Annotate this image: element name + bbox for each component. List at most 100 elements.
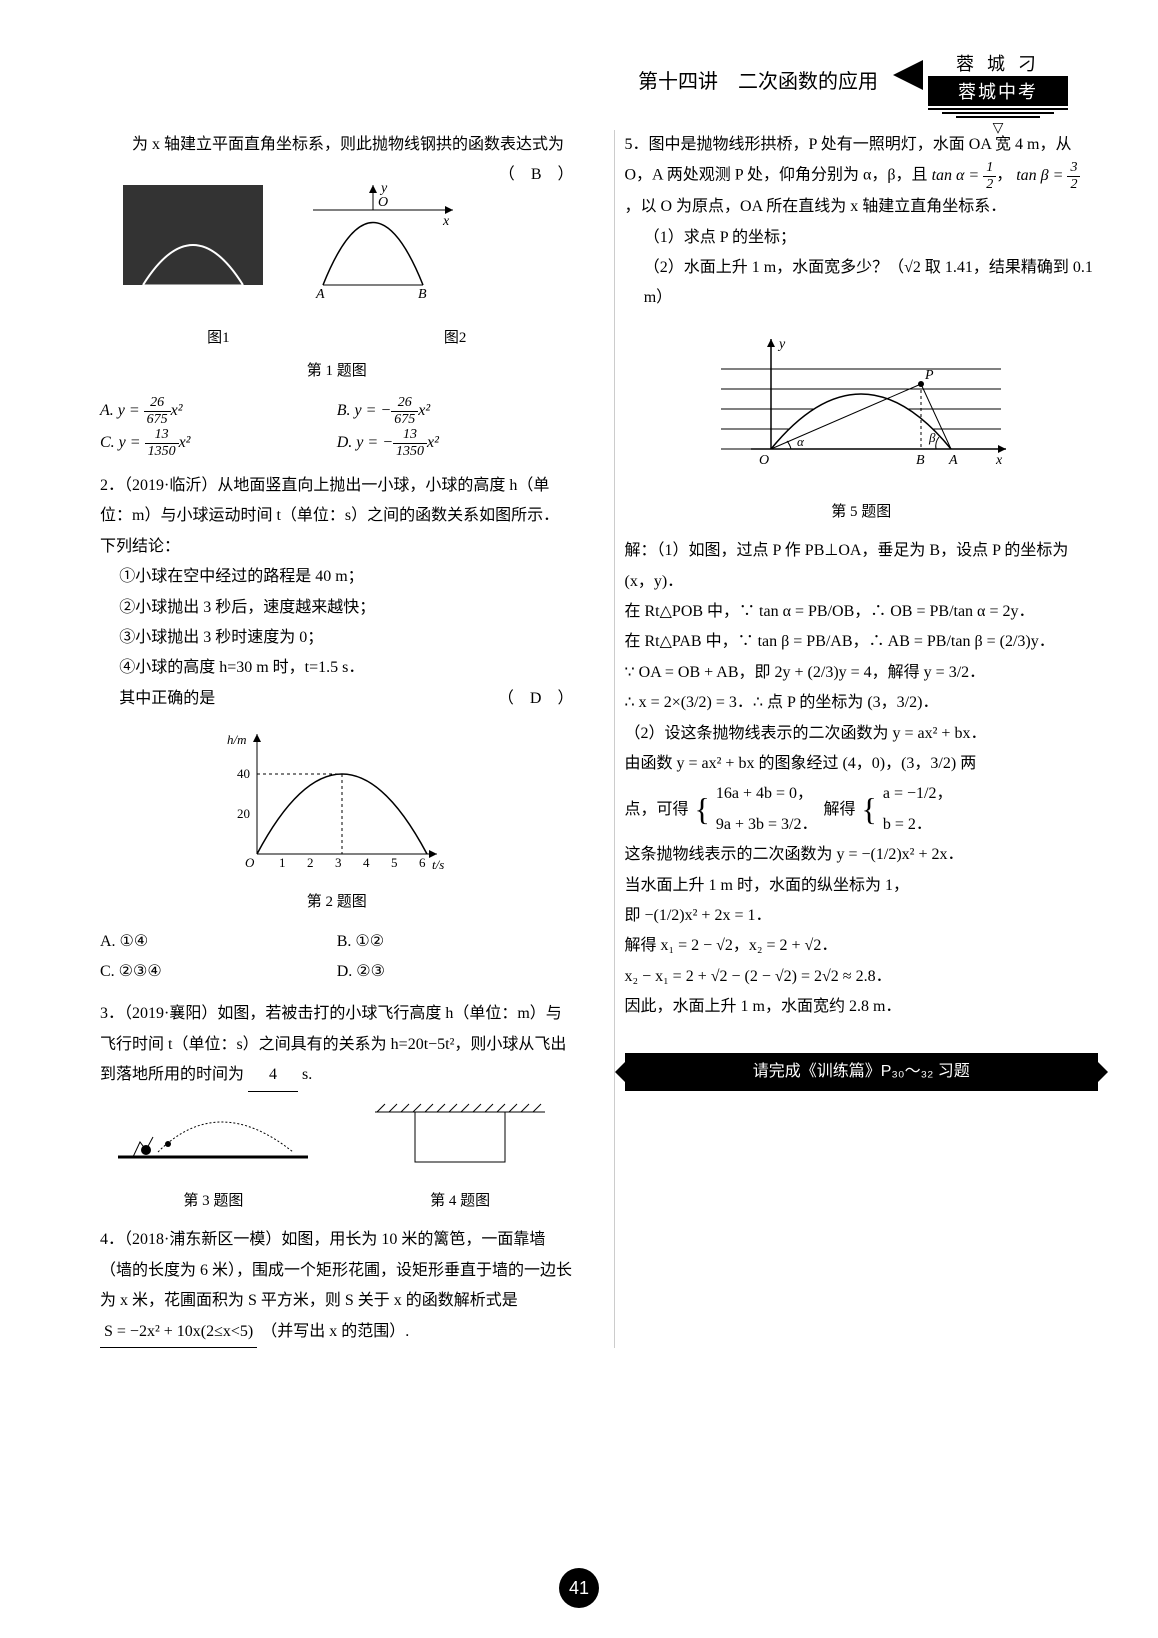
svg-text:3: 3 bbox=[335, 855, 342, 870]
q2-optC: C. ②③④ bbox=[100, 957, 337, 987]
q2-block: 2．（2019·临沂）从地面竖直向上抛出一小球，小球的高度 h（单位：m）与小球… bbox=[100, 471, 574, 987]
q1-a-pre: A. y = bbox=[100, 402, 144, 419]
svg-text:y: y bbox=[379, 181, 388, 196]
badge-top-text: 蓉 城 刁 bbox=[928, 50, 1068, 76]
q1-c-post: x² bbox=[179, 434, 191, 451]
q1-fig-row: 图1 图2 bbox=[100, 320, 574, 353]
q4-svg bbox=[375, 1102, 545, 1172]
q1-b-den: 675 bbox=[391, 412, 418, 427]
q5-sol13: 因此，水面上升 1 m，水面宽约 2.8 m． bbox=[625, 992, 1099, 1022]
q5-sol12: x₂ − x₁ = 2 + √2 − (2 − √2) = 2√2 ≈ 2.8． bbox=[625, 962, 1099, 992]
q5-fb-num: 3 bbox=[1067, 160, 1080, 176]
q5-text: 5．图中是抛物线形拱桥，P 处有一照明灯，水面 OA 宽 4 m，从 O，A 两… bbox=[625, 130, 1099, 223]
q5-sol7-eq2: 9a + 3b = 3/2． bbox=[716, 810, 818, 840]
badge-lines-icon: ▽ bbox=[928, 108, 1068, 137]
q1-optC: C. y = 131350x² bbox=[100, 427, 337, 459]
q5-solh: 解：（1）如图，过点 P 作 PB⊥OA，垂足为 B，设点 P 的坐标为 (x，… bbox=[625, 536, 1099, 597]
q2-optA: A. ①④ bbox=[100, 927, 337, 957]
q5-figure: O y x P B A α β 第 5 题图 bbox=[625, 324, 1099, 527]
q1-optB: B. y = −26675x² bbox=[337, 395, 574, 427]
q2-tail: 其中正确的是 bbox=[119, 690, 215, 707]
q1-choices: A. y = 26675x² B. y = −26675x² C. y = 13… bbox=[100, 395, 574, 459]
q5-p1: （1）求点 P 的坐标； bbox=[625, 223, 1099, 253]
q5-sol7-eq1: 16a + 4b = 0， bbox=[716, 779, 818, 809]
q5-text-b: ，以 O 为原点，OA 所在直线为 x 轴建立直角坐标系． bbox=[625, 198, 1007, 215]
q1-caption: 第 1 题图 bbox=[100, 357, 574, 386]
q1-block: 为 x 轴建立平面直角坐标系，则此抛物线钢拱的函数表达式为 （ B ） bbox=[100, 130, 574, 459]
q5-sol11: 解得 x₁ = 2 − √2，x₂ = 2 + √2． bbox=[625, 931, 1099, 961]
svg-text:6: 6 bbox=[419, 855, 426, 870]
q4-caption: 第 4 题图 bbox=[347, 1187, 574, 1216]
q5-sol7-r2: b = 2． bbox=[883, 810, 953, 840]
header-badge: 蓉 城 刁 蓉城中考 ▽ bbox=[928, 50, 1068, 110]
q2-l2: ②小球抛出 3 秒后，速度越来越快； bbox=[100, 593, 574, 623]
q5-sol7-pre: 点，可得 bbox=[625, 795, 689, 825]
header-arrow-icon bbox=[893, 60, 923, 90]
q5-caption: 第 5 题图 bbox=[625, 498, 1099, 527]
svg-text:20: 20 bbox=[237, 806, 250, 821]
svg-text:y: y bbox=[777, 337, 786, 352]
svg-text:4: 4 bbox=[363, 855, 370, 870]
q5-sol3: ∵ OA = OB + AB，即 2y + (2/3)y = 4，解得 y = … bbox=[625, 658, 1099, 688]
q2-figure: 40 20 O 1 2 3 4 5 6 t/s h/m 第 2 题图 bbox=[100, 724, 574, 917]
q5-tanb: tan β = bbox=[1016, 167, 1067, 184]
q1-answer: B bbox=[531, 166, 542, 183]
q4-text: 4．（2018·浦东新区一模）如图，用长为 10 米的篱笆，一面靠墙（墙的长度为… bbox=[100, 1231, 572, 1309]
q5-fa-num: 1 bbox=[983, 160, 996, 176]
svg-text:h/m: h/m bbox=[227, 732, 247, 747]
q1-answer-paren: （ B ） bbox=[467, 160, 574, 190]
page-number: 41 bbox=[559, 1568, 599, 1608]
q2-l3: ③小球抛出 3 秒时速度为 0； bbox=[100, 623, 574, 653]
q2-optD: D. ②③ bbox=[337, 957, 574, 987]
q3-text-row: 3．（2019·襄阳）如图，若被击打的小球飞行高度 h（单位：m）与飞行时间 t… bbox=[100, 999, 574, 1091]
q5-p2: （2）水面上升 1 m，水面宽多少？（√2 取 1.41，结果精确到 0.1 m… bbox=[625, 253, 1099, 314]
q3-block: 3．（2019·襄阳）如图，若被击打的小球飞行高度 h（单位：m）与飞行时间 t… bbox=[100, 999, 574, 1215]
badge-mid-text: 蓉城中考 bbox=[928, 76, 1068, 106]
page-header: 第十四讲 二次函数的应用 蓉 城 刁 蓉城中考 ▽ bbox=[100, 40, 1098, 120]
content-columns: 为 x 轴建立平面直角坐标系，则此抛物线钢拱的函数表达式为 （ B ） bbox=[100, 130, 1098, 1348]
q1-d-den: 1350 bbox=[393, 444, 427, 459]
q5-sol6: 由函数 y = ax² + bx 的图象经过 (4，0)，(3，3/2) 两 bbox=[625, 749, 1099, 779]
q3-q4-figures: 第 3 题图 第 4 题图 bbox=[100, 1102, 574, 1216]
svg-text:x: x bbox=[442, 214, 450, 229]
q3-unit: s. bbox=[302, 1066, 312, 1083]
q5-fb-den: 2 bbox=[1067, 177, 1080, 192]
q1-b-post: x² bbox=[418, 402, 430, 419]
q5-block: 5．图中是抛物线形拱桥，P 处有一照明灯，水面 OA 宽 4 m，从 O，A 两… bbox=[625, 130, 1099, 1091]
q5-sol7-r1: a = −1/2， bbox=[883, 779, 953, 809]
q5-svg: O y x P B A α β bbox=[711, 324, 1011, 494]
q3-caption: 第 3 题图 bbox=[100, 1187, 327, 1216]
q1-fig1-label: 图1 bbox=[207, 324, 230, 353]
q5-sep: ， bbox=[996, 167, 1012, 184]
q2-chart: 40 20 O 1 2 3 4 5 6 t/s h/m bbox=[227, 724, 447, 884]
footer-bar: 请完成《训练篇》P₃₀～₃₂ 习题 bbox=[625, 1053, 1099, 1091]
q5-sol4: ∴ x = 2×(3/2) = 3．∴ 点 P 的坐标为 (3，3/2)． bbox=[625, 688, 1099, 718]
q5-sol10: 即 −(1/2)x² + 2x = 1． bbox=[625, 901, 1099, 931]
q1-d-num: 13 bbox=[393, 427, 427, 443]
q2-l1: ①小球在空中经过的路程是 40 m； bbox=[100, 562, 574, 592]
svg-text:40: 40 bbox=[237, 766, 250, 781]
left-column: 为 x 轴建立平面直角坐标系，则此抛物线钢拱的函数表达式为 （ B ） bbox=[100, 130, 584, 1348]
q5-sol1: 在 Rt△POB 中，∵ tan α = PB/OB，∴ OB = PB/tan… bbox=[625, 597, 1099, 627]
page: 第十四讲 二次函数的应用 蓉 城 刁 蓉城中考 ▽ 为 x 轴建立平面直角坐标系… bbox=[0, 0, 1158, 1638]
footer-text: 请完成《训练篇》P₃₀～₃₂ 习题 bbox=[753, 1063, 970, 1080]
q1-c-den: 1350 bbox=[145, 444, 179, 459]
q4-answer: S = −2x² + 10x(2≤x<5) bbox=[100, 1317, 257, 1348]
svg-text:5: 5 bbox=[391, 855, 398, 870]
q1-a-den: 675 bbox=[144, 412, 171, 427]
q2-tail-row: 其中正确的是 （ D ） bbox=[100, 684, 574, 714]
q1-fig2-label: 图2 bbox=[444, 324, 467, 353]
svg-text:β: β bbox=[928, 430, 936, 445]
svg-text:t/s: t/s bbox=[432, 857, 444, 872]
q5-sol8: 这条抛物线表示的二次函数为 y = −(1/2)x² + 2x． bbox=[625, 840, 1099, 870]
q1-c-pre: C. y = bbox=[100, 434, 145, 451]
q1-a-post: x² bbox=[171, 402, 183, 419]
svg-text:A: A bbox=[948, 453, 958, 468]
q1-d-post: x² bbox=[427, 434, 439, 451]
svg-text:O: O bbox=[759, 453, 769, 468]
q5-sol9: 当水面上升 1 m 时，水面的纵坐标为 1， bbox=[625, 871, 1099, 901]
q2-optB: B. ①② bbox=[337, 927, 574, 957]
q1-b-pre: B. y = − bbox=[337, 402, 391, 419]
q5-sol7-row: 点，可得 { 16a + 4b = 0， 9a + 3b = 3/2． 解得 {… bbox=[625, 779, 1099, 840]
q5-sol5: （2）设这条抛物线表示的二次函数为 y = ax² + bx． bbox=[625, 719, 1099, 749]
